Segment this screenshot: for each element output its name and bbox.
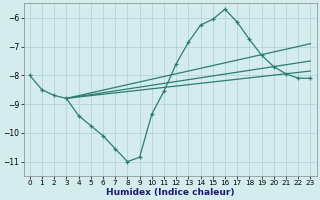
X-axis label: Humidex (Indice chaleur): Humidex (Indice chaleur) (106, 188, 234, 197)
